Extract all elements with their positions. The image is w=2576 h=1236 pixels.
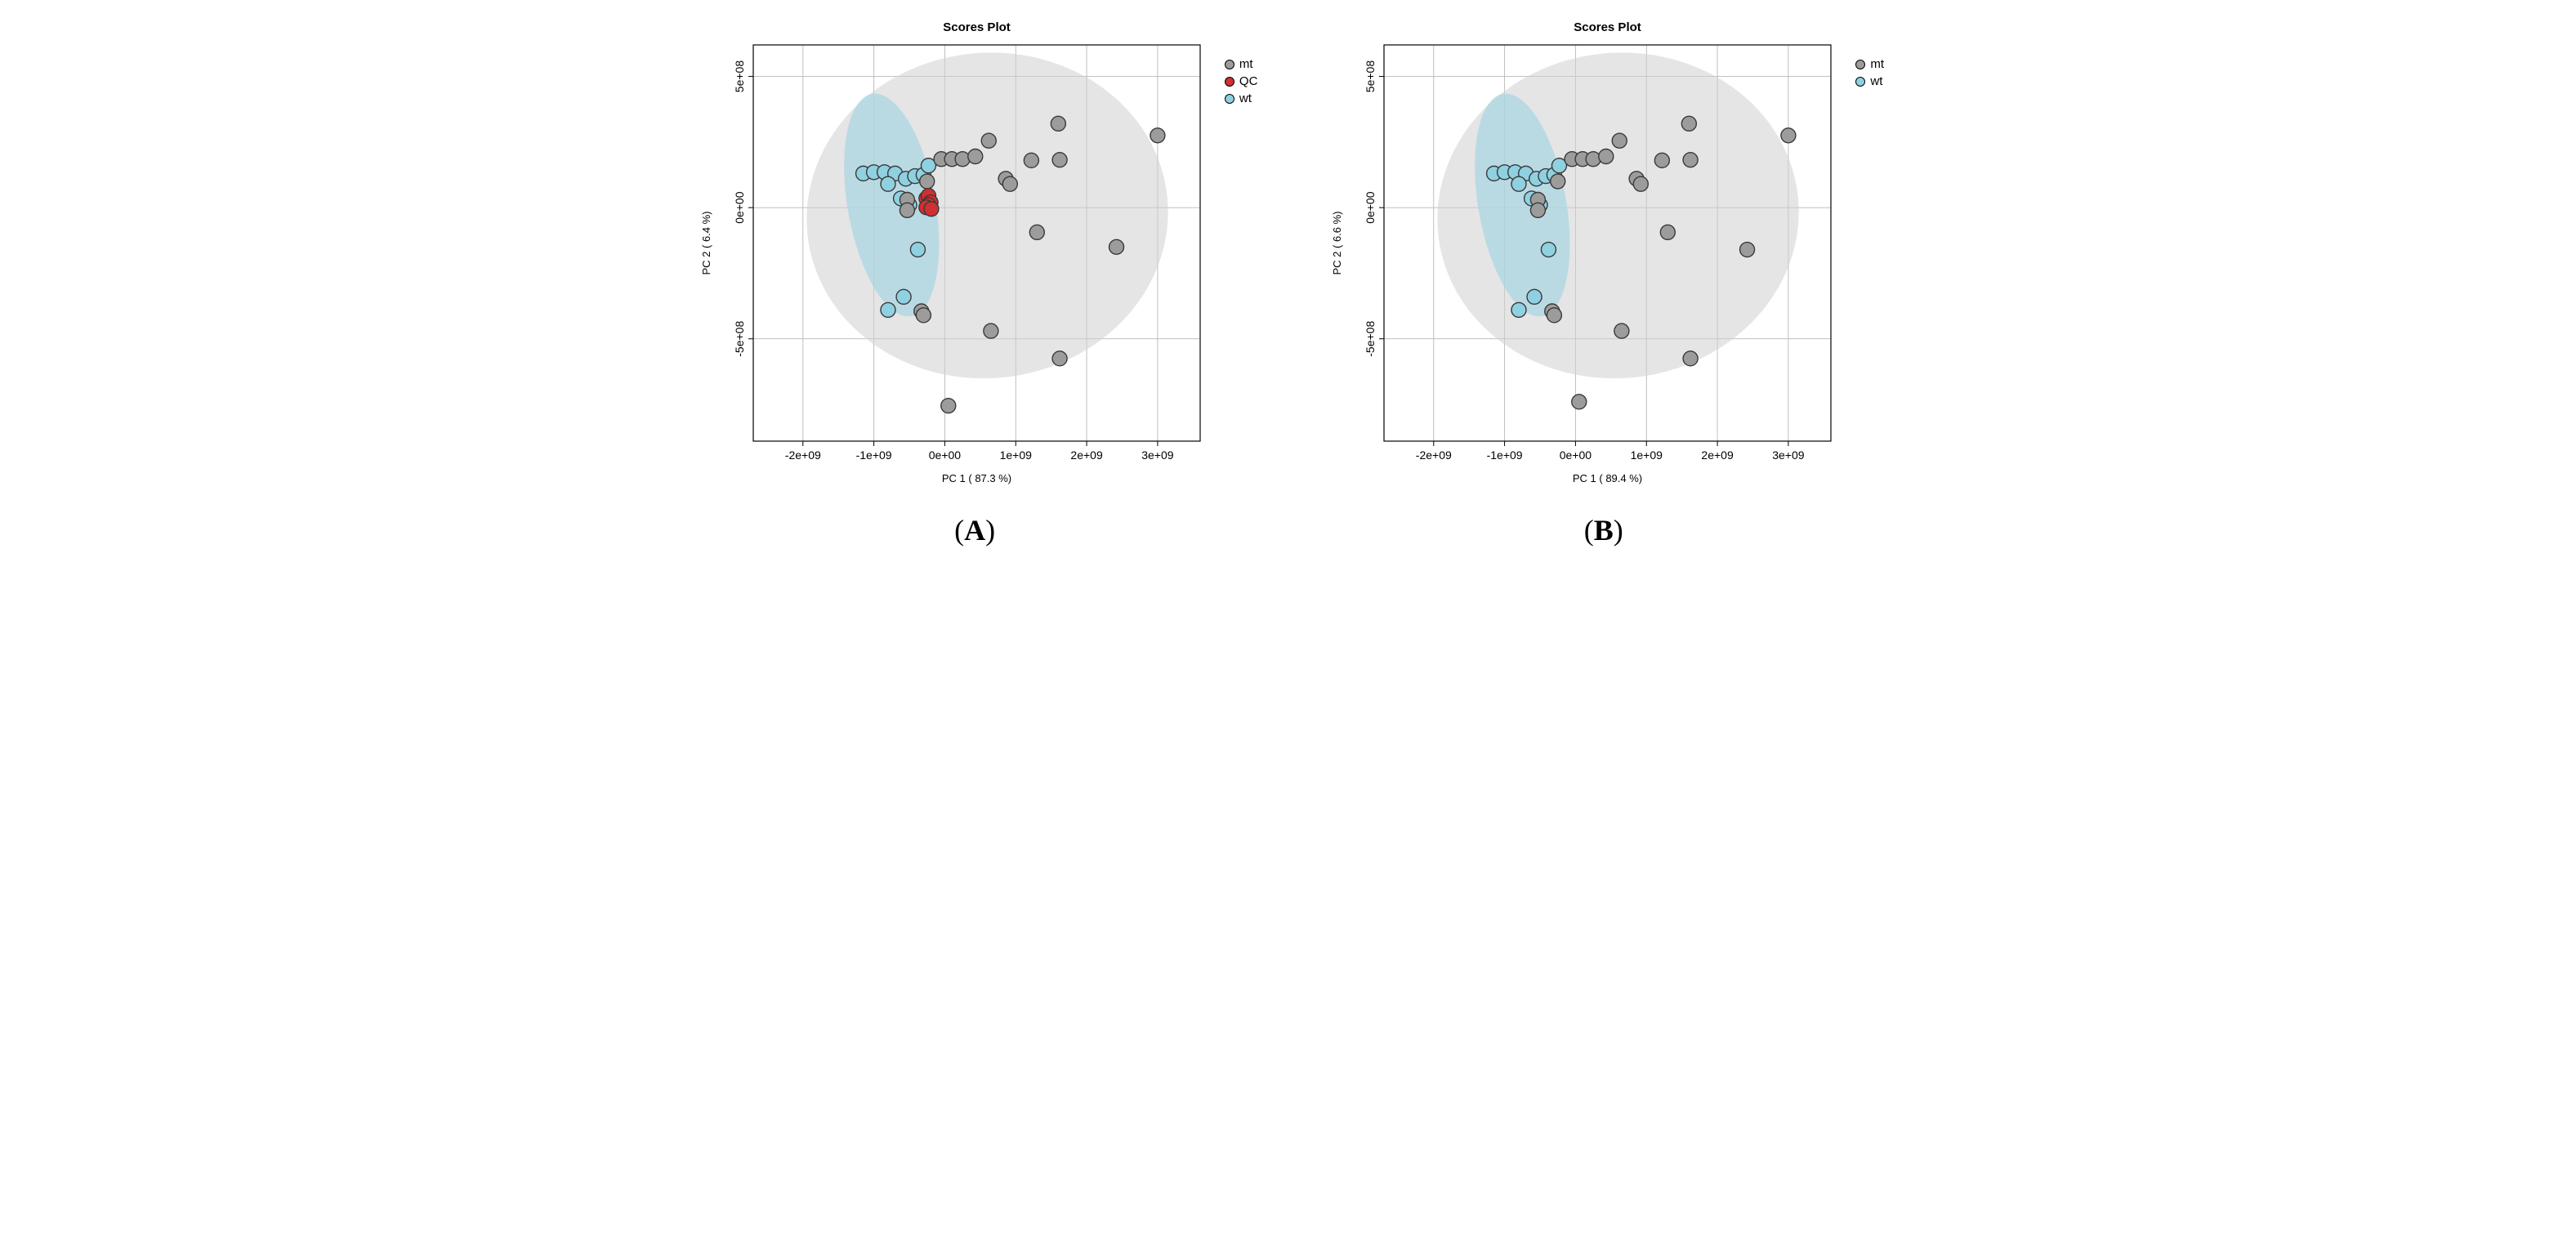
data-point-mt <box>900 203 914 217</box>
panel-B: Scores Plot -2e+09 -1e+09 0e+00 1e+09 2e+09 3e… <box>1323 16 1884 547</box>
data-point-QC <box>924 202 939 216</box>
data-point-mt <box>1614 324 1629 338</box>
xtick-label: 0e+00 <box>1560 448 1592 462</box>
legend-swatch-icon <box>1225 77 1234 87</box>
legend-label: QC <box>1239 74 1258 88</box>
data-point-wt <box>1511 302 1526 317</box>
data-point-mt <box>1572 395 1587 409</box>
legend-swatch-icon <box>1855 77 1865 87</box>
data-point-wt <box>1527 289 1542 304</box>
data-point-wt <box>881 302 895 317</box>
xtick-label: 1e+09 <box>1631 448 1663 462</box>
data-point-mt <box>1587 152 1601 167</box>
legend-swatch-icon <box>1855 60 1865 69</box>
data-point-mt <box>1024 153 1038 167</box>
legend-item-mt: mt <box>1225 57 1258 71</box>
panel-B-label: (B) <box>1584 513 1623 547</box>
data-point-mt <box>955 152 970 167</box>
legend-B: mt wt <box>1855 57 1884 91</box>
data-point-mt <box>1599 149 1614 164</box>
xtick-label: 2e+09 <box>1702 448 1734 462</box>
figure-container: Scores Plot -2e+09 -1e+09 0e+00 1e+09 2e+09 3e… <box>16 16 2560 547</box>
y-axis-label: PC 2 ( 6.6 %) <box>1331 211 1343 274</box>
data-point-wt <box>1542 243 1556 257</box>
data-point-mt <box>1613 133 1627 148</box>
data-point-mt <box>1547 308 1562 323</box>
data-point-mt <box>920 174 935 189</box>
data-point-mt <box>1655 153 1670 167</box>
legend-swatch-icon <box>1225 60 1234 69</box>
scores-plot-B: Scores Plot -2e+09 -1e+09 0e+00 1e+09 2e+09 3e… <box>1323 16 1846 506</box>
data-point-mt <box>941 399 956 413</box>
data-point-wt <box>881 176 895 191</box>
legend-item-wt: wt <box>1225 91 1258 105</box>
scores-plot-A: Scores Plot -2e+09 -1e+09 0e+00 1e+09 2e+09 3e… <box>692 16 1215 506</box>
data-point-mt <box>1740 243 1755 257</box>
data-point-mt <box>1781 128 1796 143</box>
data-point-mt <box>1551 174 1565 189</box>
chart-title: Scores Plot <box>1574 20 1642 34</box>
ytick-label: -5e+08 <box>1364 321 1377 357</box>
xtick-label: 3e+09 <box>1773 448 1806 462</box>
panel-B-chart-wrap: Scores Plot -2e+09 -1e+09 0e+00 1e+09 2e+09 3e… <box>1323 16 1884 506</box>
legend-label: wt <box>1239 91 1252 105</box>
data-point-mt <box>1052 153 1067 167</box>
chart-title: Scores Plot <box>943 20 1011 34</box>
panel-A: Scores Plot -2e+09 -1e+09 0e+00 1e+09 2e+09 3e… <box>692 16 1258 547</box>
data-point-wt <box>910 243 925 257</box>
data-point-mt <box>968 149 983 164</box>
ytick-label: 5e+08 <box>1364 60 1377 93</box>
data-point-mt <box>1051 116 1065 131</box>
xtick-label: 2e+09 <box>1070 448 1103 462</box>
xtick-label: 1e+09 <box>999 448 1032 462</box>
legend-item-wt: wt <box>1855 74 1884 88</box>
panel-A-label: (A) <box>954 513 995 547</box>
data-point-mt <box>981 133 996 148</box>
legend-item-mt: mt <box>1855 57 1884 71</box>
legend-label: mt <box>1870 57 1884 71</box>
legend-swatch-icon <box>1225 94 1234 104</box>
data-point-mt <box>1109 239 1123 254</box>
y-axis-label: PC 2 ( 6.4 %) <box>700 211 712 274</box>
data-point-mt <box>1683 153 1698 167</box>
data-point-wt <box>1511 176 1526 191</box>
legend-label: wt <box>1870 74 1882 88</box>
xtick-label: 0e+00 <box>929 448 962 462</box>
data-point-mt <box>1682 116 1697 131</box>
xtick-label: -1e+09 <box>856 448 892 462</box>
data-point-mt <box>916 308 931 323</box>
ytick-label: 5e+08 <box>733 60 746 93</box>
data-point-mt <box>1634 176 1649 191</box>
ytick-label: 0e+00 <box>1364 191 1377 224</box>
data-point-mt <box>1052 351 1067 366</box>
data-point-wt <box>896 289 911 304</box>
legend-item-QC: QC <box>1225 74 1258 88</box>
data-point-mt <box>1661 225 1676 239</box>
xtick-label: -2e+09 <box>785 448 821 462</box>
xtick-label: -1e+09 <box>1487 448 1523 462</box>
ytick-label: 0e+00 <box>733 191 746 224</box>
x-axis-label: PC 1 ( 89.4 %) <box>1573 472 1642 484</box>
ytick-label: -5e+08 <box>733 321 746 357</box>
data-point-mt <box>1150 128 1165 143</box>
data-point-mt <box>984 324 998 338</box>
legend-label: mt <box>1239 57 1253 71</box>
panel-A-chart-wrap: Scores Plot -2e+09 -1e+09 0e+00 1e+09 2e+09 3e… <box>692 16 1258 506</box>
data-point-mt <box>1029 225 1044 239</box>
legend-A: mt QC wt <box>1225 57 1258 109</box>
data-point-mt <box>1002 176 1017 191</box>
xtick-label: -2e+09 <box>1416 448 1452 462</box>
x-axis-label: PC 1 ( 87.3 %) <box>942 472 1011 484</box>
data-point-mt <box>1683 351 1698 366</box>
data-point-mt <box>1531 203 1546 217</box>
xtick-label: 3e+09 <box>1141 448 1174 462</box>
